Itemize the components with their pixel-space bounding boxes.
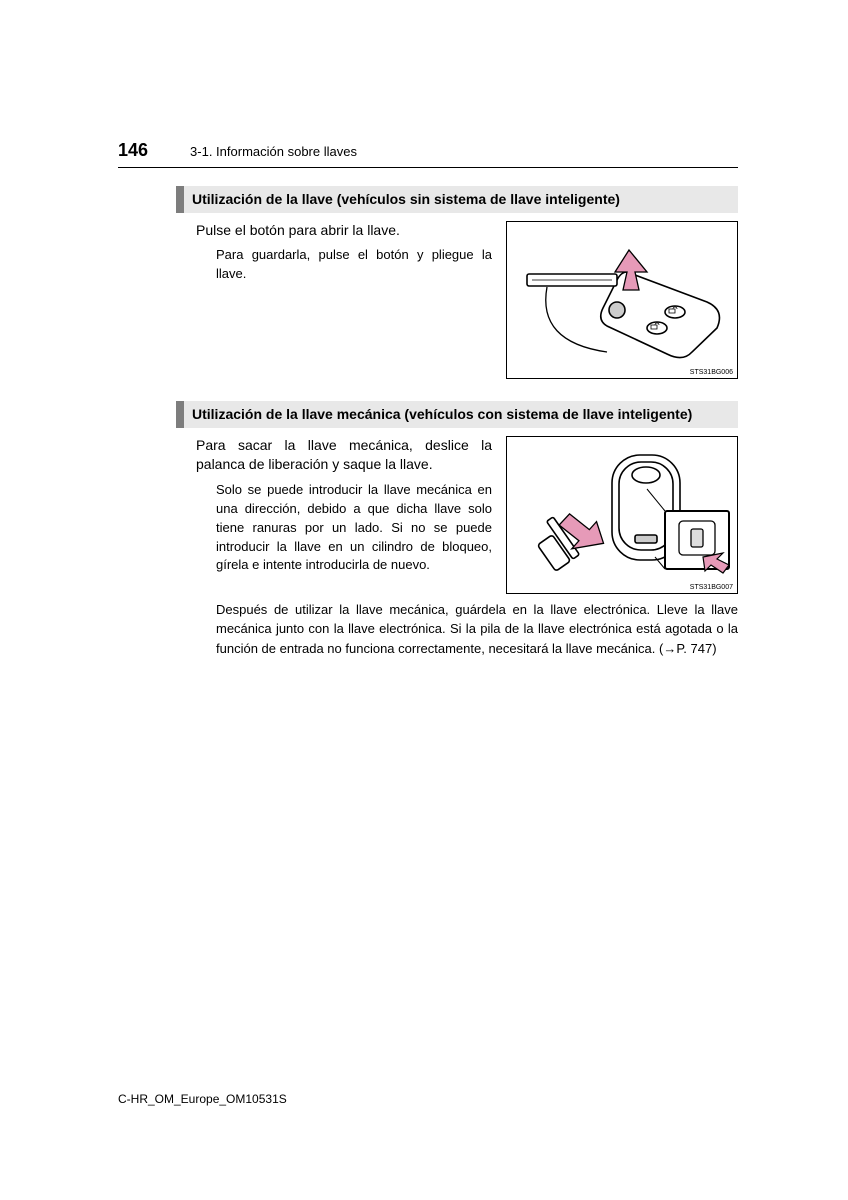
section1-lead-text: Pulse el botón para abrir la llave. [196, 221, 492, 241]
section2-after-text: Después de utilizar la llave mecánica, g… [216, 600, 738, 659]
header-rule [118, 167, 738, 168]
section2-lead-text: Para sacar la llave mecánica, deslice la… [196, 436, 492, 475]
breadcrumb: 3-1. Información sobre llaves [190, 144, 357, 159]
figure-1-id: STS31BG006 [690, 369, 733, 376]
heading-title: Utilización de la llave mecánica (vehícu… [184, 401, 738, 428]
heading-stripe [176, 186, 184, 213]
heading-title: Utilización de la llave (vehículos sin s… [184, 186, 738, 213]
figure-1: STS31BG006 [506, 221, 738, 379]
figure-2: STS31BG007 [506, 436, 738, 594]
section2-sub-text: Solo se puede introducir la llave mecáni… [216, 481, 492, 575]
heading-stripe [176, 401, 184, 428]
section-heading-2: Utilización de la llave mecánica (vehícu… [176, 401, 738, 428]
page-number: 146 [118, 140, 148, 161]
section1-sub-text: Para guardarla, pulse el botón y pliegue… [216, 246, 492, 284]
section-heading-1: Utilización de la llave (vehículos sin s… [176, 186, 738, 213]
figure-2-id: STS31BG007 [690, 584, 733, 591]
footer-text: C-HR_OM_Europe_OM10531S [118, 1092, 287, 1106]
